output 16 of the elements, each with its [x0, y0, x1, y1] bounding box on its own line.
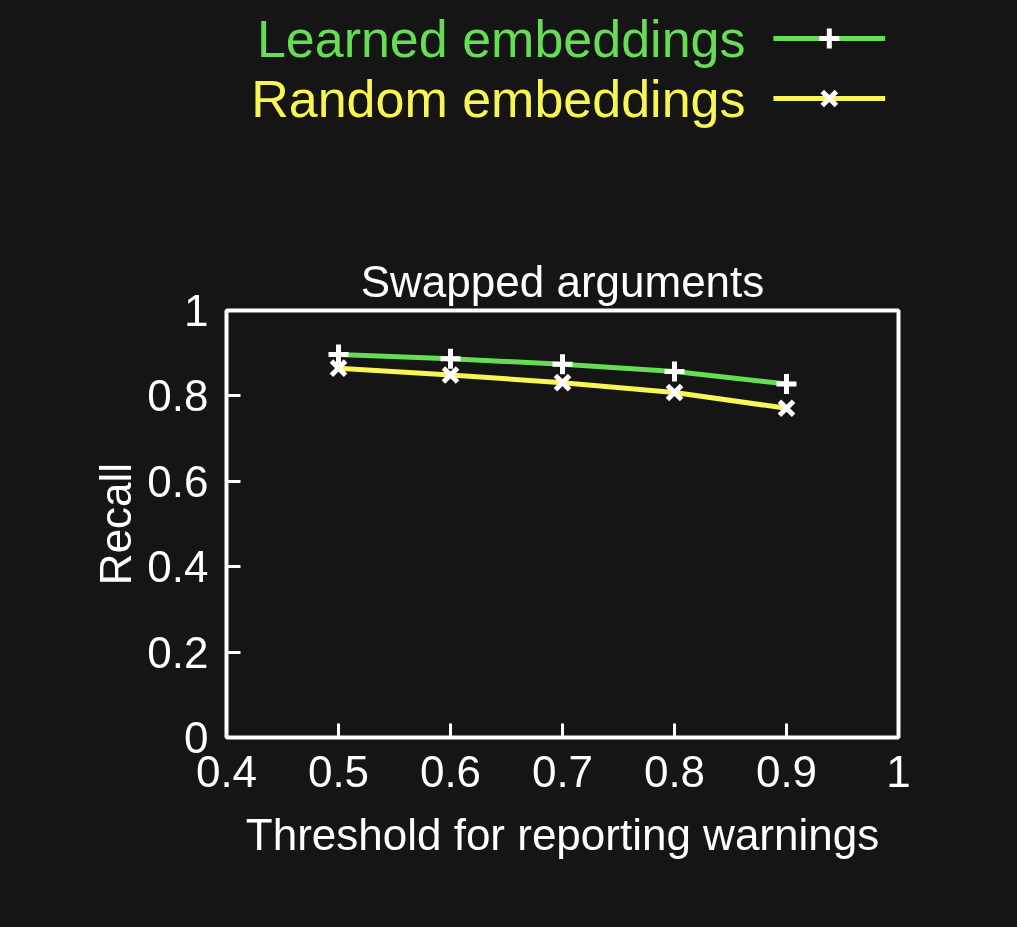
chart-title: Swapped arguments: [360, 256, 765, 306]
y-tick-label: 0.6: [147, 456, 209, 506]
y-axis-title: Recall: [91, 462, 141, 586]
x-tick-label: 0.5: [307, 746, 370, 796]
y-tick-label: 0.8: [147, 371, 209, 421]
y-tick-label: 1: [184, 286, 209, 335]
x-tick-label: 0.6: [419, 746, 482, 796]
x-tick-label: 1: [886, 746, 911, 796]
x-tick-label: 0.7: [531, 746, 594, 796]
x-tick-label: 0.9: [755, 746, 818, 796]
x-axis-title: Threshold for reporting warnings: [245, 809, 880, 859]
legend-label: Learned embeddings: [256, 9, 746, 68]
x-tick-label: 0.8: [643, 746, 706, 796]
y-tick-label: 0.4: [147, 542, 209, 592]
legend-label: Random embeddings: [251, 69, 746, 128]
y-tick-label: 0.2: [147, 627, 209, 677]
